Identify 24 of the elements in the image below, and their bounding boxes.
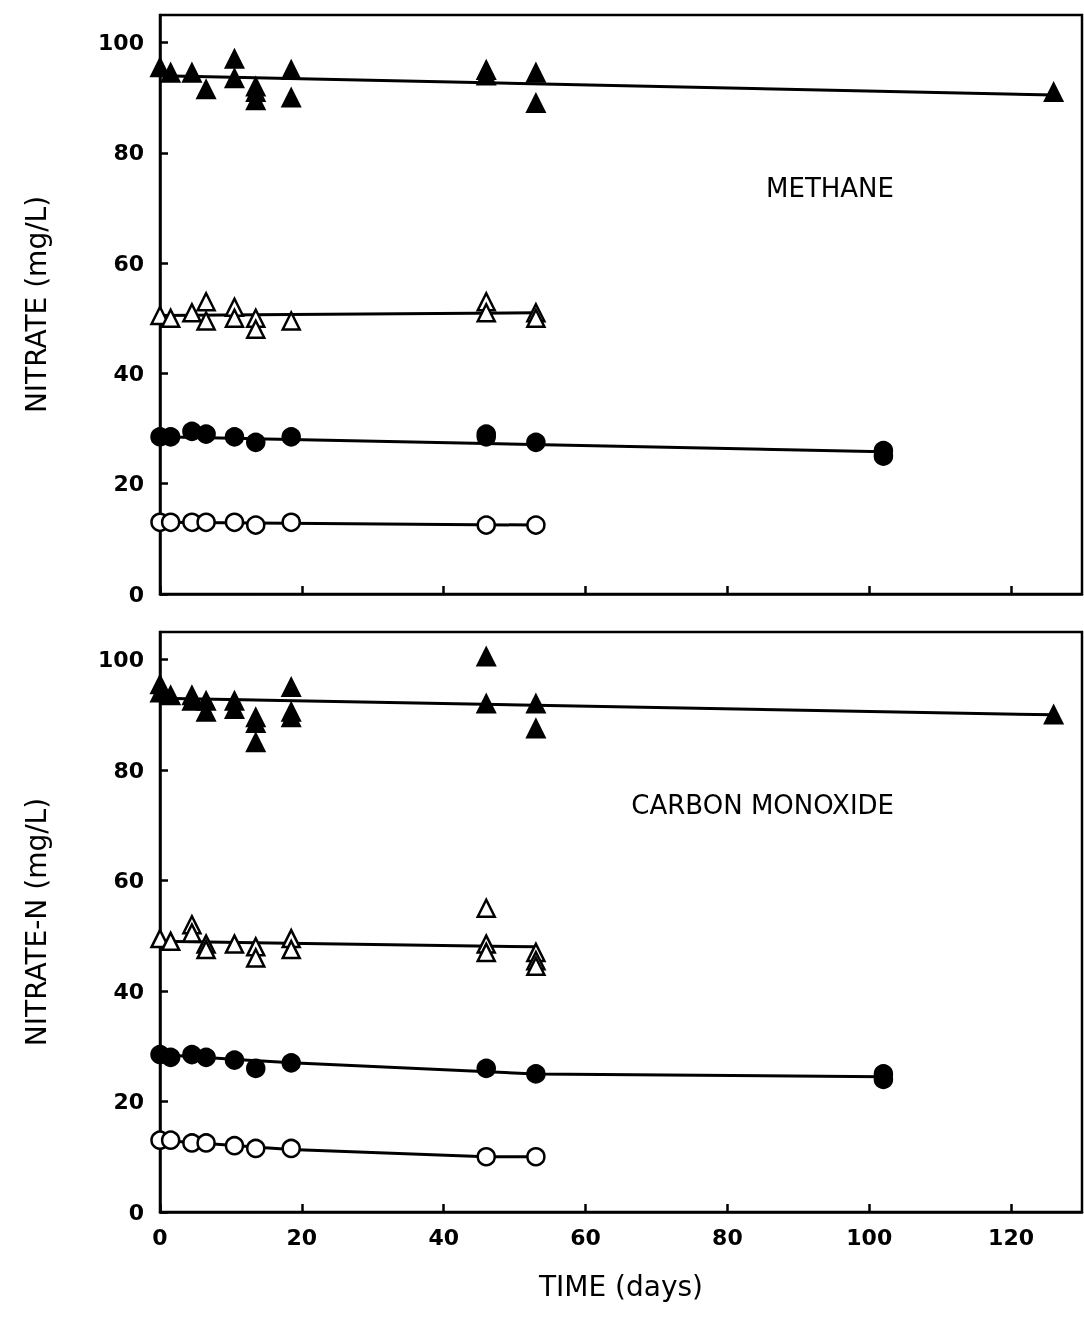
- y-tick-label: 100: [98, 30, 144, 56]
- x-tick-label: 60: [570, 1224, 601, 1250]
- y-axis-title: NITRATE-N (mg/L): [19, 797, 53, 1047]
- y-tick-label: 40: [113, 360, 144, 386]
- y-tick-label: 100: [98, 647, 144, 673]
- x-tick-label: 40: [428, 1224, 459, 1250]
- y-tick-label: 60: [113, 868, 144, 894]
- x-axis-title: TIME (days): [537, 1269, 704, 1303]
- x-tick-label: 120: [988, 1224, 1035, 1250]
- y-tick-label: 0: [128, 1199, 144, 1225]
- y-tick-label: 80: [113, 140, 144, 166]
- y-tick-label: 20: [113, 471, 144, 497]
- y-tick-label: 40: [113, 978, 144, 1004]
- x-tick-label: 20: [286, 1224, 318, 1250]
- annotation: METHANE: [766, 173, 895, 203]
- x-tick-label: 100: [846, 1224, 893, 1250]
- annotation: CARBON MONOXIDE: [631, 790, 894, 820]
- x-tick-label: 80: [712, 1224, 743, 1250]
- x-tick-label: 0: [152, 1224, 168, 1250]
- y-axis-title: NITRATE (mg/L): [19, 195, 53, 414]
- y-tick-label: 60: [113, 250, 144, 276]
- y-tick-label: 80: [113, 757, 144, 783]
- y-tick-label: 0: [128, 581, 144, 607]
- y-tick-label: 20: [113, 1089, 144, 1115]
